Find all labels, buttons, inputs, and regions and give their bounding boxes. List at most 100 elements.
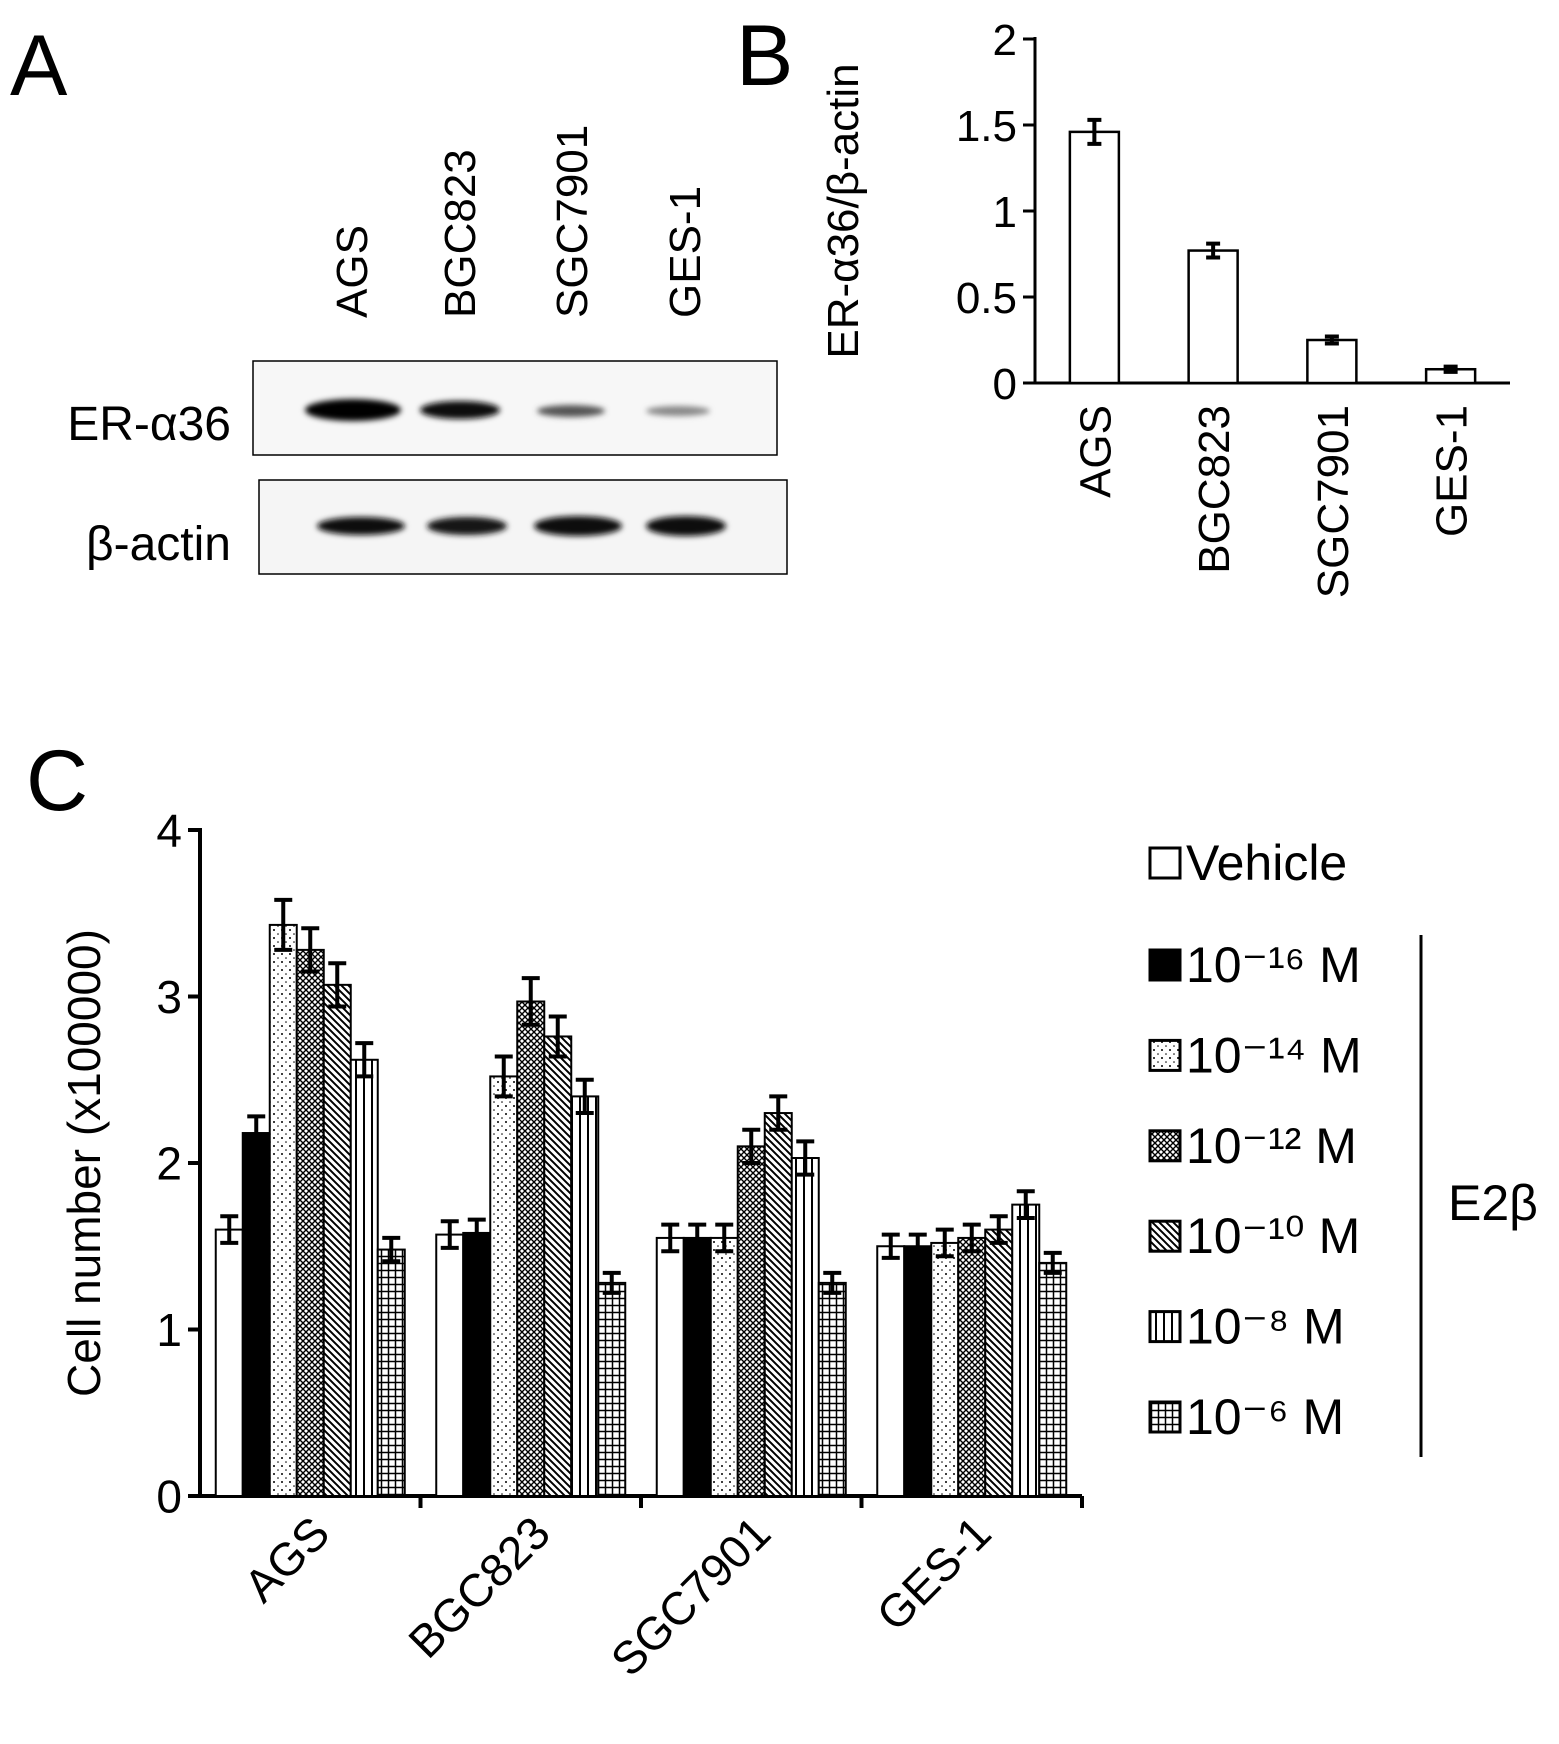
error-bar [494,1054,513,1099]
error-bar [382,1235,401,1264]
bar [516,1000,546,1497]
lane-label: BGC823 [436,149,485,318]
bar [817,1281,847,1497]
legend-swatch [1148,1400,1182,1434]
error-bar [220,1214,239,1245]
lane-label: GES-1 [661,186,710,318]
x-tick-label: SGC7901 [1309,405,1358,598]
error-bar [769,1094,788,1132]
error-bar [521,976,540,1027]
y-axis-label: Cell number (x100000) [58,929,110,1397]
y-tick-label: 0 [993,360,1017,409]
panel-label: C [26,733,88,829]
legend-label: 10⁻¹⁶ M [1186,937,1361,993]
error-bar [688,1222,707,1254]
error-bar [1016,1189,1035,1220]
panel-label: B [736,8,793,104]
y-tick-label: 0 [156,1471,182,1523]
bar [543,1035,573,1497]
error-bar [274,897,293,952]
error-bar [742,1127,761,1165]
legend-label: 10⁻¹⁴ M [1186,1027,1362,1083]
error-bar [715,1222,734,1254]
error-bar [328,961,347,1009]
error-bar [962,1222,981,1254]
error-bar [796,1139,815,1177]
error-bar [908,1232,927,1260]
bar [736,1145,766,1497]
bar [655,1236,685,1498]
bands [305,399,726,536]
error-bar [355,1041,374,1079]
legend-swatch [1148,846,1182,880]
bar [489,1075,519,1498]
lane-label: SGC7901 [548,125,597,318]
bar [435,1233,465,1497]
error-bar [467,1217,486,1249]
bar [462,1231,492,1498]
legend-label: Vehicle [1186,835,1347,891]
bar [682,1236,712,1498]
error-bar [1206,241,1221,260]
legend-label: 10⁻⁸ M [1186,1299,1345,1355]
bar [876,1245,906,1497]
legend-swatch [1148,1129,1182,1163]
bar [984,1228,1014,1497]
bar [241,1132,271,1498]
legend-group-label: E2β [1448,1175,1538,1231]
bar [349,1058,379,1498]
bar [1038,1261,1068,1498]
error-bar [301,926,320,974]
error-bar [575,1077,594,1116]
legend-swatch [1148,948,1182,982]
x-tick-label: BGC823 [1190,405,1239,574]
error-bar [440,1219,459,1250]
y-tick-label: 3 [156,971,182,1023]
x-tick-label: BGC823 [398,1506,560,1668]
y-tick-label: 2 [993,16,1017,65]
x-tick-label: AGS [1071,405,1120,498]
bar [268,923,298,1497]
row-label: ER-α36 [67,398,231,451]
y-tick-label: 2 [156,1138,182,1190]
error-bar [935,1227,954,1259]
legend-label: 10⁻¹² M [1186,1118,1357,1174]
error-bar [1324,334,1339,346]
error-bar [661,1222,680,1254]
bar [295,948,325,1497]
y-axis-label: ER-α36/β-actin [819,63,868,358]
x-tick-label: GES-1 [1428,405,1477,537]
bar [709,1236,739,1498]
bar [790,1157,820,1497]
y-tick-label: 4 [156,805,182,857]
y-tick-label: 1 [156,1304,182,1356]
bar [214,1228,244,1497]
bar [930,1241,960,1498]
error-bar [823,1270,842,1295]
legend-swatch [1148,1219,1182,1253]
x-tick-label: GES-1 [866,1506,1000,1640]
error-bar [989,1214,1008,1245]
legend-swatch [1148,1038,1182,1072]
y-tick-label: 1.5 [956,102,1017,151]
y-tick-label: 1 [993,188,1017,237]
lane-label: AGS [328,225,377,318]
bar [1187,249,1239,385]
error-bar [1043,1250,1062,1275]
error-bar [881,1232,900,1260]
bar [1306,338,1358,385]
error-bar [548,1014,567,1059]
error-bar [1443,364,1458,374]
legend-swatch [1148,1310,1182,1344]
bar [597,1281,627,1497]
bar [763,1112,793,1498]
bar [903,1245,933,1497]
panel-label: A [10,18,68,114]
error-bar [1087,117,1102,146]
bar [322,983,352,1497]
bar [957,1236,987,1498]
bar [376,1248,406,1497]
bar [1068,130,1121,385]
bar [1011,1203,1041,1497]
